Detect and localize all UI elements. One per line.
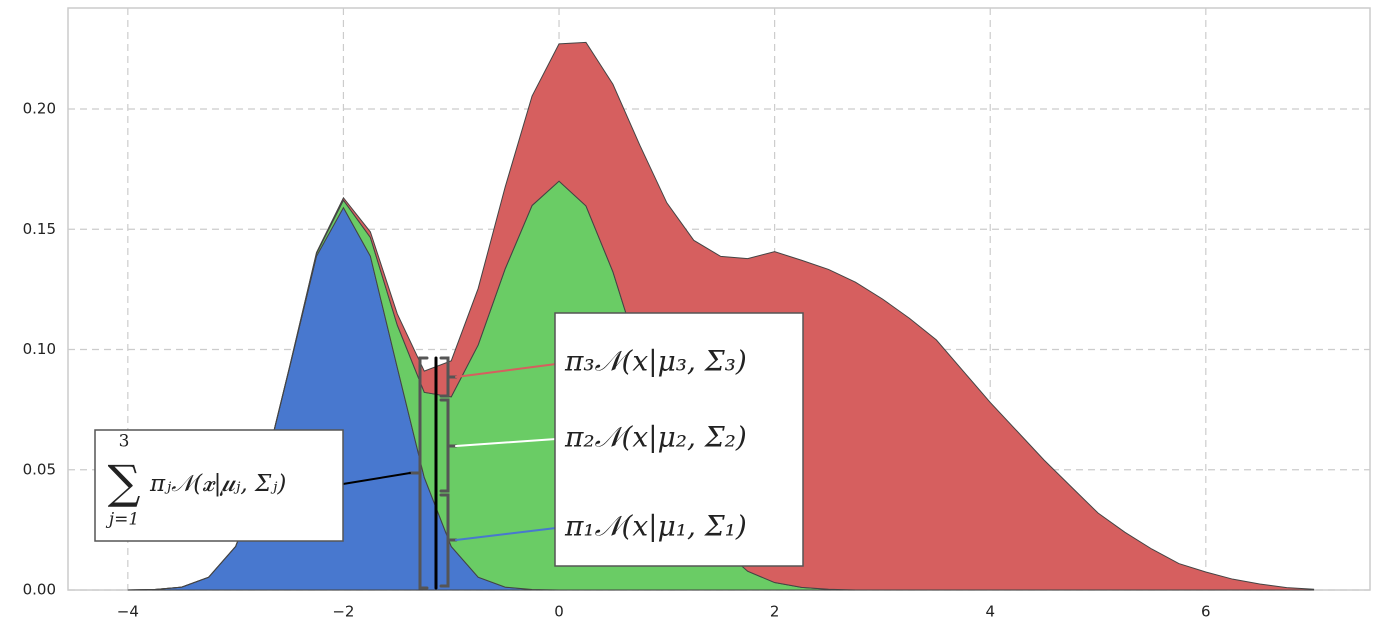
- green-bracket: [439, 398, 458, 493]
- x-tick-label: −4: [117, 603, 139, 621]
- y-tick-label: 0.20: [23, 100, 56, 118]
- x-tick-label: 6: [1201, 603, 1211, 621]
- pointer: [455, 527, 557, 541]
- ticks: −4 −2 0 2 4 6 0.00 0.05 0.10 0.15 0.20: [23, 100, 1211, 621]
- y-tick-label: 0.10: [23, 340, 56, 358]
- sum-body: πⱼ𝒩(𝒙|𝝁ⱼ, Σⱼ): [149, 471, 286, 497]
- sum-upper: 3: [119, 432, 130, 452]
- blue-bracket: [439, 493, 458, 588]
- x-tick-label: 0: [554, 603, 564, 621]
- y-tick-label: 0.15: [23, 220, 56, 238]
- red-bracket: [439, 356, 458, 398]
- x-tick-label: −2: [332, 603, 354, 621]
- pointer: [342, 472, 411, 485]
- pointer: [455, 363, 557, 378]
- component-label: π₂𝒩(x|μ₂, Σ₂): [564, 421, 747, 454]
- pointer: [455, 438, 557, 447]
- component-label: π₁𝒩(x|μ₁, Σ₁): [564, 510, 747, 543]
- x-tick-label: 2: [770, 603, 780, 621]
- y-tick-label: 0.05: [23, 460, 56, 478]
- sum-bracket: [408, 356, 429, 590]
- component-box: [554, 312, 804, 567]
- sum-lower: j=1: [105, 510, 139, 530]
- sum-box: [94, 429, 344, 542]
- x-tick-label: 4: [985, 603, 995, 621]
- sum-symbol: ∑: [108, 455, 141, 509]
- y-tick-label: 0.00: [23, 581, 56, 599]
- bracket: [342, 356, 557, 590]
- component-label: π₃𝒩(x|μ₃, Σ₃): [564, 345, 747, 378]
